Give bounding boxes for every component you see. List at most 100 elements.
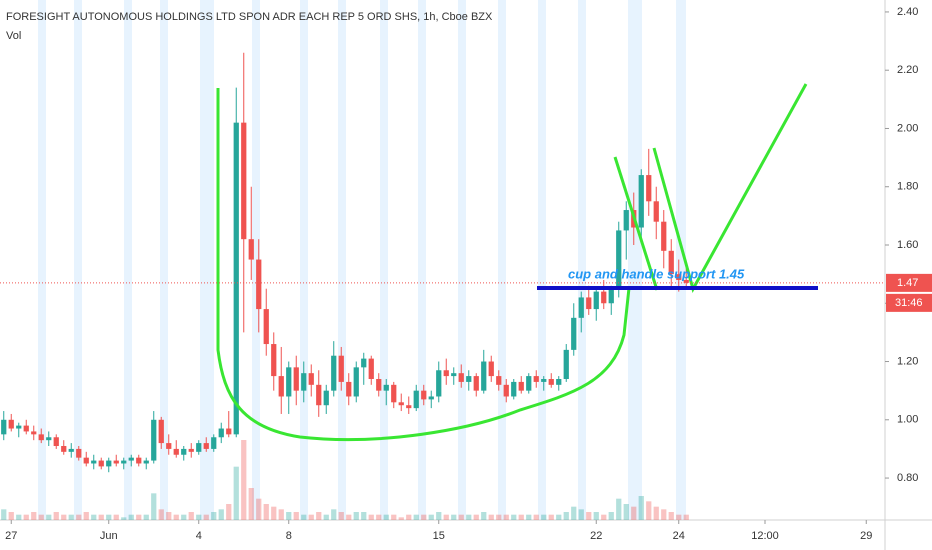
session-band [124,0,132,520]
session-band [458,0,466,520]
volume-bar [601,514,607,520]
y-tick-label: 2.40 [897,6,918,18]
volume-bar [143,514,149,520]
candle-body [1,419,7,435]
candle-body [503,384,509,397]
candle-body [68,448,74,452]
volume-bar [53,512,59,520]
candle-body [23,425,29,432]
volume-bar [638,496,644,520]
volume-bar [316,512,322,520]
candle-body [31,431,37,435]
candle-body [121,460,127,464]
volume-bar [23,514,29,520]
x-tick-label: 27 [5,530,17,542]
candle-body [271,344,277,377]
candle-body [586,297,592,310]
volume-bar [668,512,674,520]
candle-body [128,457,134,461]
volume-bar [308,514,314,520]
session-band [338,0,346,520]
candle-body [241,122,247,240]
volume-bar [466,514,472,520]
candle-body [211,437,217,449]
volume-bar [31,512,37,520]
candle-body [188,448,194,452]
volume-bar [188,512,194,520]
volume-bar [196,514,202,520]
volume-bar [91,514,97,520]
volume-bar [646,501,652,520]
volume-bar [496,514,502,520]
session-band [628,0,642,520]
candle-body [428,396,434,400]
session-band [160,0,168,520]
volume-bar [83,512,89,520]
volume-bar [578,509,584,520]
volume-bar [683,514,689,520]
volume-bar [421,514,427,520]
volume-bar [151,493,157,520]
handle-drawing [613,156,659,291]
y-tick-label: 1.60 [897,239,918,251]
volume-bar [76,514,82,520]
candle-body [668,250,674,275]
candle-body [331,355,337,391]
candle-body [556,379,562,385]
volume-bar [451,514,457,520]
candle-body [76,448,82,458]
candle-body [451,373,457,377]
volume-bar [181,514,187,520]
volume-bar [61,514,67,520]
candle-body [346,381,352,397]
candle-body [233,122,239,435]
volume-bar [218,509,224,520]
volume-bar [301,514,307,520]
volume-bar [338,512,344,520]
volume-bar [226,504,232,520]
chart-title: FORESIGHT AUTONOMOUS HOLDINGS LTD SPON A… [6,11,493,23]
session-band [578,0,586,520]
candle-body [436,370,442,397]
volume-bar [368,514,374,520]
candle-body [46,437,52,441]
volume-bar [503,514,509,520]
volume-bar [98,514,104,520]
candle-body [526,376,532,391]
volume-bar [121,517,127,520]
x-tick-label: 22 [590,530,602,542]
session-band [300,0,308,520]
volume-bar [331,509,337,520]
session-bands [38,0,686,520]
candle-body [616,230,622,289]
candles [1,52,689,520]
y-tick-label: 1.00 [897,414,918,426]
volume-bar [548,514,554,520]
candle-body [91,460,97,464]
candle-body [601,291,607,304]
session-band [538,0,546,520]
candle-body [301,373,307,391]
volume-bar [263,504,269,520]
candle-body [136,457,142,464]
candle-body [316,384,322,406]
candle-body [608,288,614,304]
y-tick-label: 2.00 [897,122,918,134]
candle-body [473,376,479,391]
volume-bar [203,514,209,520]
candle-body [83,457,89,464]
candle-body [53,437,59,447]
candle-body [106,460,112,467]
session-band [74,0,82,520]
volume-bar [158,509,164,520]
candle-body [683,279,689,283]
session-band [418,0,426,520]
x-tick-label: Jun [100,530,118,542]
volume-bar [571,506,577,520]
volume-bar [473,514,479,520]
volume-bar [413,514,419,520]
candle-body [98,460,104,467]
candle-body [458,373,464,382]
candle-body [406,405,412,409]
